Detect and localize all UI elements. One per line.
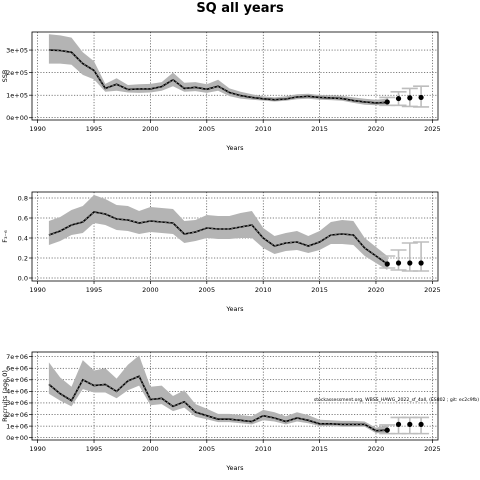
y-axis-label: SSB — [1, 70, 9, 83]
x-tick-label: 2020 — [368, 125, 385, 133]
x-axis-label: Years — [225, 305, 244, 313]
x-tick-label: 2000 — [142, 445, 159, 453]
x-axis-label: Years — [225, 144, 244, 152]
y-tick-label: 1e+05 — [6, 91, 28, 99]
x-tick-label: 2020 — [368, 445, 385, 453]
chart-panel-1: 1990 1995 2000 2005 2010 2015 2020 2025 0e+00 1e+… — [1, 31, 441, 152]
y-tick-label: 7e+06 — [6, 353, 28, 361]
y-tick-label: 0.2 — [18, 254, 28, 262]
y-tick-label: 0.6 — [18, 214, 28, 222]
y-tick-label: 3e+06 — [6, 399, 28, 407]
forecast-point — [384, 427, 390, 433]
forecast-point — [407, 421, 413, 427]
forecast-point — [384, 261, 390, 267]
y-tick-label: 0e+00 — [6, 434, 28, 442]
x-tick-label: 2025 — [424, 286, 441, 294]
y-tick-label: 2e+06 — [6, 411, 28, 419]
credit-text: stockassessment.org, WBSS_HAWG_2022_sf_4… — [314, 397, 479, 403]
y-tick-label: 4e+06 — [6, 388, 28, 396]
x-tick-label: 2005 — [199, 286, 216, 294]
y-axis-label: Recruits (age 0) — [1, 370, 9, 422]
forecast-point — [407, 95, 413, 101]
confidence-band — [48, 195, 388, 270]
y-tick-label: 0.4 — [18, 234, 28, 242]
forecast-point — [407, 260, 413, 266]
x-tick-label: 2010 — [255, 286, 272, 294]
x-tick-label: 2015 — [311, 125, 328, 133]
plot-frame — [31, 351, 439, 441]
estimate-line — [48, 375, 388, 432]
estimate-line-dash — [48, 49, 388, 104]
x-tick-label: 1990 — [29, 445, 46, 453]
forecast-point — [418, 421, 424, 427]
y-tick-label: 0.8 — [18, 194, 28, 202]
plot-frame — [31, 191, 439, 282]
plot-frame — [31, 31, 439, 121]
x-tick-label: 2015 — [311, 445, 328, 453]
y-tick-label: 2e+05 — [6, 69, 28, 77]
x-tick-label: 1995 — [86, 125, 103, 133]
y-tick-label: 1e+06 — [6, 422, 28, 430]
y-tick-label: 0.0 — [18, 274, 28, 282]
x-tick-label: 2025 — [424, 445, 441, 453]
x-tick-label: 2000 — [142, 125, 159, 133]
forecast-point — [418, 260, 424, 266]
x-tick-label: 2010 — [255, 125, 272, 133]
x-tick-label: 1990 — [29, 125, 46, 133]
y-tick-label: 0e+00 — [6, 114, 28, 122]
chart-panel-2: 1990 1995 2000 2005 2010 2015 2020 2025 0.0 0.2 0.… — [1, 191, 441, 313]
x-tick-label: 2000 — [142, 286, 159, 294]
y-tick-label: 6e+06 — [6, 365, 28, 373]
y-tick-label: 5e+06 — [6, 376, 28, 384]
y-axis-label: F₃₋₆ — [1, 230, 9, 243]
x-tick-label: 2005 — [199, 125, 216, 133]
x-axis-label: Years — [225, 464, 244, 472]
forecast-point — [418, 94, 424, 101]
x-tick-label: 1995 — [86, 445, 103, 453]
x-tick-label: 2025 — [424, 125, 441, 133]
page-title: SQ all years — [196, 1, 284, 16]
x-tick-label: 2005 — [199, 445, 216, 453]
forecast-point — [395, 260, 402, 266]
x-tick-label: 2020 — [368, 286, 385, 294]
x-tick-label: 1995 — [86, 286, 103, 294]
x-tick-label: 2010 — [255, 445, 272, 453]
confidence-band — [48, 355, 388, 434]
forecast-point — [395, 95, 402, 102]
chart-panel-3: 1990 1995 2000 2005 2010 2015 2020 2025 0e+00 1e+… — [1, 351, 441, 472]
confidence-band — [48, 34, 388, 106]
x-tick-label: 1990 — [29, 286, 46, 294]
forecast-point — [384, 99, 390, 105]
estimate-line-dash — [48, 211, 388, 265]
y-tick-label: 3e+05 — [6, 46, 28, 54]
x-tick-label: 2015 — [311, 286, 328, 294]
forecast-point — [395, 421, 402, 427]
